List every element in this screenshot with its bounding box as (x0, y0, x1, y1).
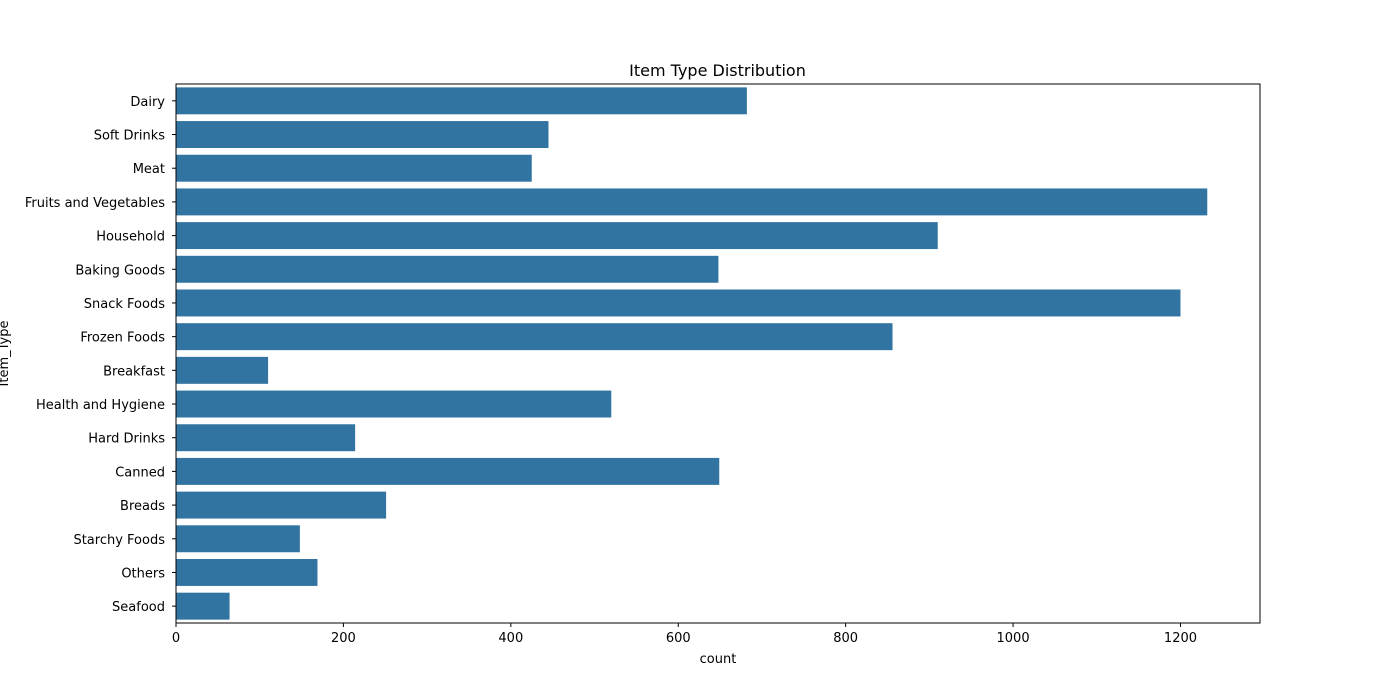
bar-hard-drinks (176, 424, 356, 452)
x-tick-label: 0 (172, 631, 180, 646)
bar-fruits-and-vegetables (176, 188, 1208, 216)
y-tick-label: Fruits and Vegetables (25, 196, 165, 211)
y-tick-label: Household (96, 230, 165, 245)
y-tick-label: Baking Goods (75, 263, 165, 278)
x-axis-ticks: 0 200 400 600 800 1000 1200 (172, 623, 1197, 646)
y-tick-label: Snack Foods (84, 297, 165, 312)
y-tick-label: Frozen Foods (80, 331, 165, 346)
y-axis-ticks: Dairy Soft Drinks Meat Fruits and Vegetable… (25, 95, 176, 615)
y-axis-label: Item_Type (0, 321, 12, 387)
y-tick-label: Health and Hygiene (36, 398, 165, 413)
y-tick-label: Canned (115, 465, 165, 480)
bar-health-and-hygiene (176, 390, 612, 418)
bar-breads (176, 491, 387, 519)
x-tick-label: 200 (331, 631, 356, 646)
y-tick-label: Dairy (130, 95, 165, 110)
y-tick-label: Breads (120, 499, 165, 514)
bar-seafood (176, 592, 230, 620)
plot-frame (175, 83, 1261, 624)
x-tick-label: 1200 (1164, 631, 1197, 646)
y-tick-label: Breakfast (103, 364, 165, 379)
x-tick-label: 1000 (997, 631, 1030, 646)
bar-snack-foods (176, 289, 1181, 317)
y-tick-label: Seafood (112, 600, 165, 615)
bar-canned (176, 457, 720, 485)
x-tick-label: 400 (498, 631, 523, 646)
bars-layer (176, 87, 1208, 620)
y-tick-label: Soft Drinks (94, 129, 166, 144)
y-tick-label: Others (121, 566, 165, 581)
bar-frozen-foods (176, 323, 893, 351)
bar-household (176, 222, 938, 250)
bar-baking-goods (176, 255, 719, 283)
chart-title: Item Type Distribution (629, 61, 806, 80)
y-tick-label: Meat (133, 162, 165, 177)
bar-others (176, 558, 318, 586)
bar-starchy-foods (176, 525, 300, 553)
y-tick-label: Starchy Foods (73, 533, 165, 548)
bar-soft-drinks (176, 121, 549, 149)
bar-breakfast (176, 356, 269, 384)
y-tick-label: Hard Drinks (88, 432, 165, 447)
x-tick-label: 800 (833, 631, 858, 646)
x-axis-label: count (700, 652, 737, 667)
bar-meat (176, 154, 532, 182)
x-tick-label: 600 (666, 631, 691, 646)
bar-dairy (176, 87, 747, 115)
